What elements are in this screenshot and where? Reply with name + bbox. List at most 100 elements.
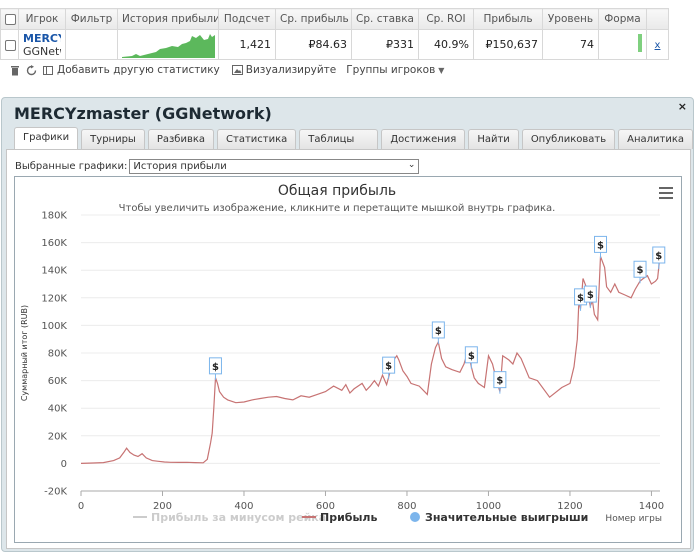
tab-publish[interactable]: Опубликовать xyxy=(521,129,616,149)
add-column-icon xyxy=(43,65,53,75)
big-win-flag xyxy=(493,371,507,389)
trash-icon xyxy=(11,65,19,75)
close-icon[interactable]: × xyxy=(677,100,687,113)
tab-analytics[interactable]: Аналитика xyxy=(618,129,693,149)
col-avg-roi[interactable]: Ср. ROI xyxy=(418,8,474,30)
big-win-label: $ xyxy=(637,265,644,276)
big-win-flag xyxy=(583,285,597,303)
big-win-flag xyxy=(652,246,666,264)
big-win-flag xyxy=(633,260,647,278)
dialog-title: MERCYzmaster (GGNetwork) xyxy=(14,104,272,123)
tab-tournaments[interactable]: Турниры xyxy=(81,129,145,149)
tab-achievements[interactable]: Достижения xyxy=(381,129,466,149)
big-win-label: $ xyxy=(212,362,219,373)
profit-series-line xyxy=(80,255,661,464)
col-remove xyxy=(646,8,669,30)
x-tick-label: 0 xyxy=(78,501,84,512)
y-tick-label: 140K xyxy=(41,266,67,277)
tab-find[interactable]: Найти xyxy=(468,129,519,149)
col-avg-profit[interactable]: Ср. прибыль xyxy=(275,8,352,30)
x-tick-label: 800 xyxy=(397,501,416,512)
chart-subtitle: Чтобы увеличить изображение, кликните и … xyxy=(119,203,556,214)
big-win-label: $ xyxy=(597,240,604,251)
profit-chart[interactable]: Общая прибыль Чтобы увеличить изображение… xyxy=(14,176,682,543)
avg-roi-value: 40.9% xyxy=(418,29,474,60)
avg-profit-value: ₽84.63 xyxy=(275,29,352,60)
big-win-label: $ xyxy=(496,376,503,387)
legend-item: Прибыль xyxy=(320,511,377,524)
col-form[interactable]: Форма xyxy=(598,8,647,30)
col-profit[interactable]: Прибыль xyxy=(473,8,543,30)
big-win-flag xyxy=(382,356,396,374)
profit-sparkline xyxy=(117,29,219,60)
col-avg-stake[interactable]: Ср. ставка xyxy=(351,8,419,30)
chart-title: Общая прибыль xyxy=(278,183,396,199)
tab-graphs[interactable]: Графики xyxy=(14,127,79,149)
x-axis-label: Номер игры xyxy=(605,514,662,524)
chevron-down-icon: ⌄ xyxy=(407,160,416,170)
big-win-label: $ xyxy=(468,351,475,362)
profit-value: ₽150,637 xyxy=(473,29,543,60)
y-tick-label: 100K xyxy=(41,321,67,332)
y-tick-label: 40K xyxy=(48,404,68,415)
menu-icon[interactable] xyxy=(659,187,673,199)
graphs-panel: Выбранные графики: История прибыли ⌄ Общ… xyxy=(6,149,691,549)
x-tick-label: 1200 xyxy=(557,501,582,512)
col-filter[interactable]: Фильтр xyxy=(65,8,118,30)
x-tick-label: 1400 xyxy=(639,501,664,512)
graph-select[interactable]: История прибыли ⌄ xyxy=(129,159,420,174)
player-name-link[interactable]: MERCYz xyxy=(23,31,61,45)
y-tick-label: 80K xyxy=(48,349,68,360)
col-count[interactable]: Подсчет xyxy=(218,8,276,30)
y-tick-label: 120K xyxy=(41,293,67,304)
remove-row-label[interactable]: x xyxy=(654,40,661,51)
col-level[interactable]: Уровень xyxy=(542,8,599,30)
x-tick-label: 200 xyxy=(153,501,172,512)
x-tick-label: 1000 xyxy=(476,501,501,512)
player-groups-dropdown[interactable]: Группы игроков ▼ xyxy=(346,64,444,76)
tab-statistics[interactable]: Статистика xyxy=(217,129,297,149)
remove-row-link[interactable]: x xyxy=(646,29,669,60)
col-player[interactable]: Игрок xyxy=(18,8,66,30)
tab-leaderboards[interactable]: Таблицы лидеров xyxy=(299,129,379,164)
selected-graphs-label: Выбранные графики: xyxy=(15,161,128,172)
legend-item: Значительные выигрыши xyxy=(425,511,588,524)
player-dialog: MERCYzmaster (GGNetwork) × Графики Турни… xyxy=(1,97,694,552)
row-checkbox[interactable] xyxy=(0,29,19,60)
big-win-flag xyxy=(208,357,222,375)
y-tick-label: -20K xyxy=(44,487,67,498)
y-tick-label: 0 xyxy=(61,459,67,470)
y-tick-label: 160K xyxy=(41,238,67,249)
player-cell[interactable]: MERCYz GGNetwo xyxy=(18,29,66,60)
x-tick-label: 600 xyxy=(316,501,335,512)
add-stats-label: Добавить другую статистику xyxy=(57,64,220,76)
table-row: MERCYz GGNetwo 1,421 ₽84.63 ₽331 40.9% ₽… xyxy=(0,29,669,60)
y-axis-label: Суммарный итог (RUB) xyxy=(20,305,29,401)
graph-select-value: История прибыли xyxy=(133,161,227,172)
add-stats-button[interactable]: Добавить другую статистику xyxy=(43,64,220,76)
big-win-flag xyxy=(431,321,445,339)
legend-item: Прибыль за минусом рейка xyxy=(151,511,326,524)
filter-cell[interactable] xyxy=(65,29,118,60)
visualize-button[interactable]: Визуализируйте xyxy=(231,64,336,76)
image-icon xyxy=(231,65,243,75)
player-groups-label: Группы игроков xyxy=(346,64,436,76)
player-network: GGNetwo xyxy=(23,44,61,58)
big-win-label: $ xyxy=(385,361,392,372)
refresh-button[interactable] xyxy=(26,64,37,76)
y-tick-label: 20K xyxy=(48,431,68,442)
col-profit-history[interactable]: История прибыли xyxy=(117,8,219,30)
big-win-label: $ xyxy=(587,290,594,301)
chevron-down-icon: ▼ xyxy=(438,65,445,75)
stats-table: Игрок Фильтр История прибыли Подсчет Ср.… xyxy=(0,8,669,60)
delete-button[interactable] xyxy=(10,65,20,76)
avg-stake-value: ₽331 xyxy=(351,29,419,60)
select-all-checkbox[interactable] xyxy=(0,8,19,30)
graph-selector-row: Выбранные графики: История прибыли ⌄ xyxy=(15,159,420,174)
dialog-tabs: Графики Турниры Разбивка Статистика Табл… xyxy=(14,127,693,164)
big-win-flag xyxy=(594,235,608,253)
tab-breakdown[interactable]: Разбивка xyxy=(147,129,215,149)
big-win-label: $ xyxy=(655,251,662,262)
refresh-icon xyxy=(26,64,37,75)
y-tick-label: 60K xyxy=(48,376,68,387)
